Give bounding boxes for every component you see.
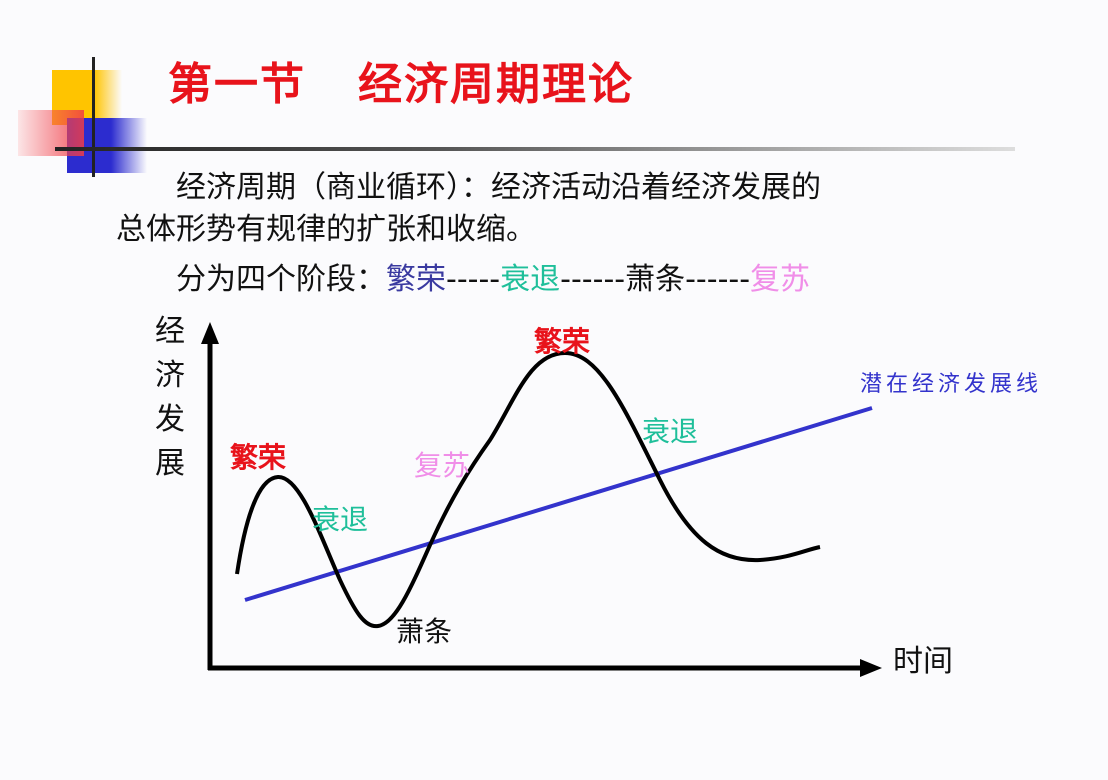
annotation-recovery: 复苏: [414, 449, 471, 482]
y-axis-label-char: 展: [155, 446, 185, 481]
potential-growth-line: [244, 406, 873, 602]
y-axis-label-char: 经: [155, 314, 185, 349]
x-axis-arrow-icon: [860, 659, 882, 677]
y-axis-label-char: 济: [155, 358, 185, 393]
title-underline: [55, 147, 1015, 151]
stages-prefix: 分为四个阶段：: [176, 262, 386, 297]
stage-boom: 繁荣: [386, 262, 446, 297]
decor-vertical-line: [92, 57, 95, 177]
annotation-boom-1: 繁荣: [230, 441, 287, 474]
definition-line2: 总体形势有规律的扩张和收缩。: [116, 212, 536, 247]
stage-separator: ------: [560, 262, 626, 297]
y-axis-label-char: 发: [155, 402, 185, 437]
stage-recession: 衰退: [500, 262, 561, 297]
page-title: 第一节 经济周期理论: [168, 59, 634, 110]
stages-line: 分为四个阶段：繁荣-----衰退------萧条------复苏: [176, 254, 810, 298]
annotation-potential-line: 潜在经济发展线: [860, 372, 1043, 397]
annotation-recession-2: 衰退: [642, 415, 699, 448]
annotation-boom-2: 繁荣: [534, 325, 591, 358]
stage-separator: -----: [446, 262, 501, 297]
economic-cycle-curve: [235, 350, 821, 629]
y-axis-arrow-icon: [201, 322, 219, 344]
annotation-depression: 萧条: [396, 615, 453, 648]
annotation-recession-1: 衰退: [312, 503, 369, 536]
stage-recovery: 复苏: [750, 262, 811, 297]
y-axis-label: 经 济 发 展: [152, 310, 188, 486]
x-axis-label: 时间: [893, 644, 953, 679]
stage-separator: ------: [685, 262, 751, 297]
stage-depression: 萧条: [625, 262, 686, 297]
definition-line1: 经济周期（商业循环）：经济活动沿着经济发展的: [176, 170, 821, 205]
